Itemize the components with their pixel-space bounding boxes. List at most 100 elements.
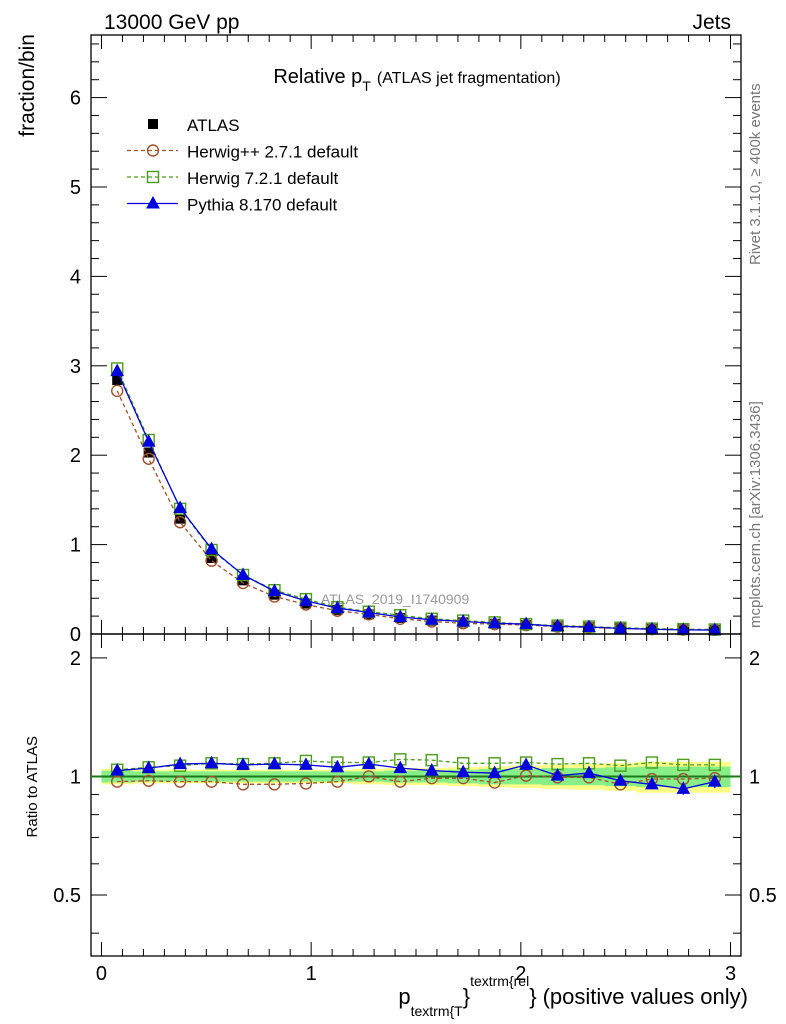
y-tick-label: 4 [70,266,81,288]
ratio-tick-label-left: 2 [70,648,81,670]
ratio-tick-label-right: 2 [749,648,760,670]
header-right: Jets [692,11,731,34]
ratio-series-3-point [267,756,282,770]
ratio-series-1-point [111,775,124,788]
y-tick-label: 0 [70,624,81,646]
rivet-label: Rivet 3.1.10, ≥ 400k events [747,83,764,265]
y-tick-label: 2 [70,445,81,467]
atlas-data-point [206,553,217,564]
y-tick-label: 6 [70,88,81,110]
ratio-line-3 [117,762,715,790]
ratio-series-3-point [519,757,533,770]
ratio-series-3-point [645,776,659,790]
ratio-tick-label-left: 0.5 [53,885,81,907]
ratio-series-3-point [236,757,250,770]
ratio-y-axis-label: Ratio to ATLAS [24,736,41,837]
main-plot-panel: 0 1 2 3 4 5 6 ATLAS_2019_I1740909 [70,34,742,956]
series-3-point [456,613,471,627]
xlabel-close: } [463,984,470,1009]
legend-label-2: Herwig 7.2.1 default [187,169,338,188]
x-tick-label: 2 [515,963,526,985]
legend-marker-2 [146,170,160,184]
series-3-point [110,363,125,377]
ratio-series-3-point [613,773,628,786]
ratio-series-2-point [708,758,721,772]
atlas-data-point [143,447,154,458]
title-main: Relative p [273,66,362,88]
series-3-point [204,541,219,555]
title-sub: T [362,78,371,94]
ratio-series-3-point [676,781,691,794]
mcplots-label: mcplots.cern.ch [arXiv:1306.3436] [747,401,764,628]
ratio-plot-panel: 0 1 2 3 0.5 0.5 1 1 2 2 [53,35,777,985]
series-3-point [550,618,565,632]
ratio-series-3-point [330,759,345,773]
series-3-point [582,619,596,633]
xlabel-close-2: } [529,984,536,1009]
series-1-point [173,516,187,529]
ratio-series-2-point [614,759,627,772]
series-1-point [111,384,124,398]
xlabel-rest: (positive values only) [543,984,748,1009]
series-3-point [236,567,250,580]
x-tick-label: 3 [725,963,736,985]
ratio-frame [90,633,742,957]
series-3-point [330,600,345,614]
ratio-tick-label-right: 1 [749,766,760,788]
ratio-series-3-point [173,756,187,770]
ratio-series-1-point [362,770,376,783]
series-3-point [613,620,628,634]
legend-marker-3 [146,195,160,209]
ratio-series-2-point [645,756,659,769]
ratio-series-1-point [331,775,344,788]
ratio-series-3-point [424,763,439,776]
ratio-series-3-point [204,755,219,769]
ratio-series-3-point [550,768,565,781]
series-3-point [519,616,533,630]
xlabel-p: p [398,984,410,1009]
series-3-point [487,615,502,629]
ratio-series-3-point [141,760,156,774]
ratio-series-3-point [456,764,471,778]
ratio-series-1-point [268,778,281,791]
ratio-tick-label-right: 0.5 [749,885,777,907]
series-3-point [361,604,376,618]
y-axis-label: fraction/bin [16,34,39,137]
ratio-series-1-point [236,778,250,791]
series-3-point [299,593,313,606]
ratio-series-3-point [487,765,502,779]
ratio-series-3-point [299,757,313,770]
atlas-data-point [175,513,186,524]
atlas-data-point [112,375,123,386]
ratio-series-3-point [361,756,376,770]
x-axis-label: ptextrm{T}textrm{rel} (positive values on… [398,973,748,1019]
legend-atlas-marker [148,119,158,129]
y-tick-label: 5 [70,177,81,199]
title-rest: (ATLAS jet fragmentation) [377,70,561,87]
ratio-series-1-point [142,774,155,787]
y-tick-label: 1 [70,535,81,557]
ratio-series-2-point [677,758,690,772]
legend-label-3: Pythia 8.170 default [187,196,338,215]
ratio-series-1-point [519,769,533,782]
ratio-series-1-point [394,775,407,788]
series-3-point [141,434,156,447]
series-3-point [424,612,439,625]
ratio-series-1-point [299,777,313,790]
ratio-tick-label-left: 1 [70,766,81,788]
ratio-series-3-point [582,765,596,779]
series-3-point [393,609,408,623]
series-1-point [142,452,155,465]
xlabel-sup: textrm{rel [470,973,529,989]
series-3-point [267,583,282,597]
ratio-series-1-point [173,775,187,788]
chart-title: Relative pT (ATLAS jet fragmentation) [273,66,560,94]
legend-marker-1 [146,144,160,157]
xlabel-sub: textrm{T [411,1003,464,1019]
legend-label-1: Herwig++ 2.7.1 default [187,143,358,162]
header-left: 13000 GeV pp [104,11,239,34]
ratio-series-1-point [205,775,218,788]
ratio-series-3-point [707,774,722,787]
y-tick-label: 3 [70,356,81,378]
